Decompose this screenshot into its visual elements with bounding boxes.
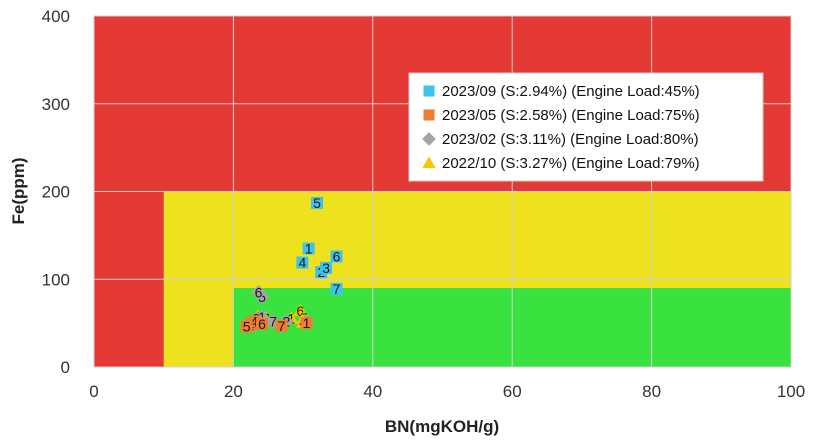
- data-point-marker: [422, 156, 436, 168]
- x-tick-label: 40: [363, 382, 382, 401]
- series-1: 1234567: [296, 195, 343, 297]
- y-tick-label: 200: [42, 183, 70, 202]
- data-point-label: 6: [255, 284, 263, 300]
- legend-entry: 2023/09 (S:2.94%) (Engine Load:45%): [442, 83, 700, 100]
- data-point-label: 5: [313, 195, 321, 211]
- data-point-label: 7: [278, 318, 286, 334]
- data-point-label: 4: [299, 255, 307, 271]
- x-tick-label: 20: [224, 382, 243, 401]
- data-point-marker: [423, 85, 435, 97]
- data-point-label: 6: [333, 248, 341, 264]
- y-tick-label: 100: [42, 270, 70, 289]
- data-point-marker: [251, 284, 266, 300]
- data-point-marker: [300, 317, 313, 330]
- x-axis-title: BN(mgKOH/g): [385, 417, 499, 436]
- data-point-label: 5: [243, 319, 251, 335]
- data-point-marker: [422, 132, 436, 146]
- y-tick-label: 0: [61, 358, 70, 377]
- legend-entry: 2023/05 (S:2.58%) (Engine Load:75%): [442, 107, 700, 124]
- x-tick-label: 80: [642, 382, 661, 401]
- data-point-marker: [302, 242, 315, 255]
- data-point-label: 1: [303, 315, 311, 331]
- data-point-marker: [330, 282, 343, 295]
- series-layer: 1234567123456712345671234567: [240, 195, 343, 335]
- gridlines: [93, 15, 792, 368]
- data-point-label: 1: [287, 311, 295, 327]
- data-point-marker: [255, 318, 268, 331]
- y-tick-label: 400: [42, 7, 70, 26]
- data-point-marker: [311, 196, 324, 209]
- y-tick-label: 300: [42, 95, 70, 114]
- data-point-label: 6: [258, 316, 266, 332]
- data-point-marker: [330, 250, 343, 263]
- data-point-label: 6: [296, 303, 304, 319]
- x-tick-label: 100: [777, 382, 805, 401]
- series-2: 1234567: [240, 313, 313, 335]
- legend-entry: 2022/10 (S:3.27%) (Engine Load:79%): [442, 155, 700, 172]
- data-point-label: 7: [333, 281, 341, 297]
- legend-box: [408, 72, 764, 182]
- x-tick-label: 60: [503, 382, 522, 401]
- data-point-label: 7: [269, 313, 277, 329]
- data-point-label: 1: [305, 241, 313, 257]
- y-axis-title: Fe(ppm): [9, 157, 28, 224]
- data-point-label: 4: [250, 313, 258, 329]
- data-point-marker: [254, 289, 270, 305]
- data-point-marker: [275, 319, 288, 332]
- data-point-marker: [296, 256, 309, 269]
- x-tick-label: 0: [89, 382, 98, 401]
- legend-entry: 2023/02 (S:3.11%) (Engine Load:80%): [442, 131, 699, 148]
- data-point-marker: [320, 261, 333, 274]
- y-axis-ticks: 0 100 200 300 400: [42, 7, 70, 377]
- data-point-marker: [240, 320, 253, 333]
- data-point-marker: [423, 109, 435, 121]
- legend: 2023/09 (S:2.94%) (Engine Load:45%) 2023/…: [408, 72, 764, 182]
- data-point-label: 5: [258, 289, 266, 305]
- x-axis-ticks: 0 20 40 60 80 100: [89, 382, 805, 401]
- data-point-label: 3: [322, 260, 330, 276]
